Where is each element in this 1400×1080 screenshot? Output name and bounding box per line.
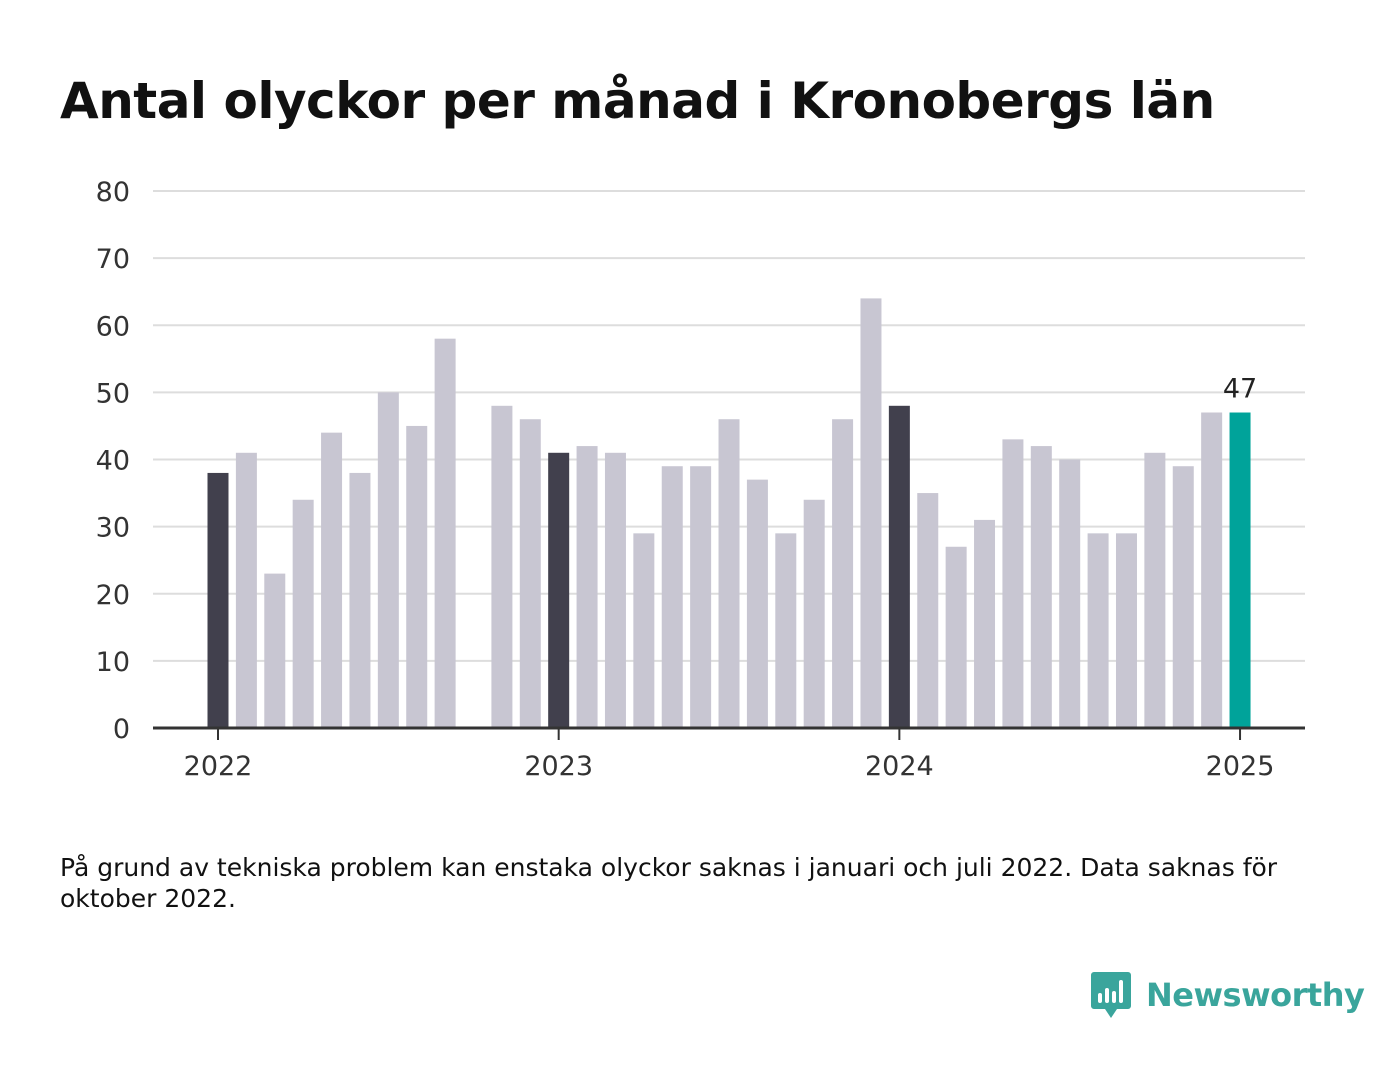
y-tick-label: 0 [113, 714, 130, 745]
x-axis-tick-labels: 2022 2023 2024 2025 [184, 751, 1275, 782]
bar [718, 419, 740, 728]
bar [945, 546, 967, 728]
y-tick-label: 70 [96, 244, 130, 275]
y-tick-label: 50 [96, 378, 130, 409]
bar [406, 425, 428, 728]
bar [633, 533, 655, 728]
bar [235, 452, 257, 728]
bar [576, 446, 598, 728]
bar [917, 493, 939, 728]
bar [1229, 412, 1251, 728]
bar [1002, 439, 1024, 728]
y-tick-label: 80 [96, 177, 130, 208]
bar [292, 499, 314, 728]
bar [349, 472, 371, 728]
chart-title: Antal olyckor per månad i Kronobergs län [60, 72, 1215, 130]
bar [690, 466, 712, 728]
y-tick-label: 10 [96, 647, 130, 678]
y-tick-label: 40 [96, 446, 130, 477]
bar-chart: 0 10 20 30 40 50 60 70 80 2022 2023 2024 2025 47 [96, 177, 1305, 782]
bar [1172, 466, 1194, 728]
x-tick-label: 2023 [524, 751, 593, 782]
x-tick-label: 2025 [1206, 751, 1275, 782]
bar [321, 432, 343, 728]
bar [661, 466, 683, 728]
newsworthy-logo[interactable]: Newsworthy [1090, 970, 1365, 1020]
bar [434, 338, 456, 728]
x-tick-label: 2024 [865, 751, 934, 782]
x-tick-label: 2022 [184, 751, 253, 782]
bar [1201, 412, 1223, 728]
y-tick-label: 20 [96, 580, 130, 611]
latest-value-label: 47 [1223, 374, 1257, 405]
bar [1144, 452, 1166, 728]
newsworthy-logo-text: Newsworthy [1146, 976, 1365, 1014]
bar [803, 499, 825, 728]
bar [888, 405, 910, 728]
bar [1059, 459, 1081, 728]
bar [860, 298, 882, 728]
bar [1115, 533, 1137, 728]
y-tick-label: 60 [96, 311, 130, 342]
annotations: 47 [1223, 374, 1257, 405]
bar [207, 472, 229, 728]
newsworthy-logo-icon [1091, 972, 1131, 1018]
bar [1087, 533, 1109, 728]
bar [775, 533, 797, 728]
y-tick-label: 30 [96, 513, 130, 544]
footnote: På grund av tekniska problem kan enstaka… [60, 853, 1278, 913]
bar [264, 573, 286, 728]
bar [519, 419, 541, 728]
x-axis [153, 726, 1305, 740]
bar [377, 392, 399, 729]
bar [1030, 446, 1052, 728]
bars [207, 298, 1251, 729]
y-axis-tick-labels: 0 10 20 30 40 50 60 70 80 [96, 177, 130, 745]
bar [548, 452, 570, 728]
bar [491, 405, 513, 728]
bar [832, 419, 854, 728]
bar [604, 452, 626, 728]
bar [746, 479, 768, 728]
bar [974, 519, 996, 728]
